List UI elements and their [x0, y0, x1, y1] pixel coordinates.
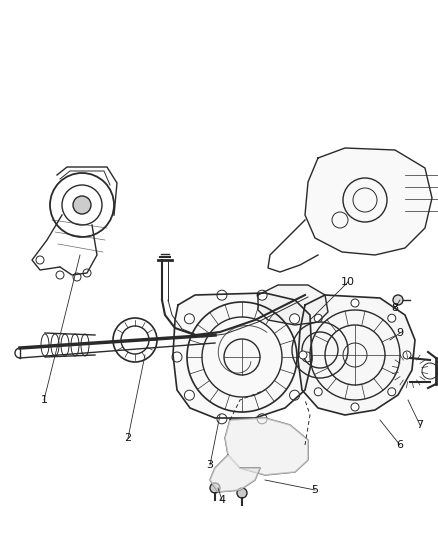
Circle shape [393, 295, 403, 305]
Circle shape [302, 352, 312, 362]
Circle shape [290, 390, 300, 400]
Text: 5: 5 [311, 485, 318, 495]
Circle shape [299, 351, 307, 359]
Circle shape [257, 414, 267, 424]
Text: 8: 8 [392, 303, 399, 313]
Circle shape [388, 314, 396, 322]
Circle shape [257, 290, 267, 300]
Circle shape [237, 488, 247, 498]
Circle shape [217, 414, 227, 424]
Text: 4: 4 [219, 495, 226, 505]
Circle shape [184, 390, 194, 400]
Circle shape [73, 196, 91, 214]
Text: 3: 3 [206, 460, 213, 470]
Polygon shape [225, 418, 308, 475]
Circle shape [290, 314, 300, 324]
Circle shape [217, 290, 227, 300]
Text: 2: 2 [124, 433, 131, 443]
Circle shape [172, 352, 182, 362]
Text: 9: 9 [396, 328, 403, 338]
Circle shape [184, 314, 194, 324]
Polygon shape [173, 293, 312, 418]
Polygon shape [298, 295, 415, 415]
Text: 1: 1 [40, 395, 47, 405]
Circle shape [314, 314, 322, 322]
Text: 10: 10 [341, 277, 355, 287]
Polygon shape [210, 455, 260, 492]
Text: 6: 6 [396, 440, 403, 450]
Circle shape [314, 388, 322, 396]
Circle shape [403, 351, 411, 359]
Circle shape [351, 299, 359, 307]
Circle shape [388, 388, 396, 396]
Circle shape [210, 483, 220, 493]
Text: 7: 7 [417, 420, 424, 430]
Polygon shape [305, 148, 432, 255]
Polygon shape [258, 285, 328, 325]
Circle shape [351, 403, 359, 411]
